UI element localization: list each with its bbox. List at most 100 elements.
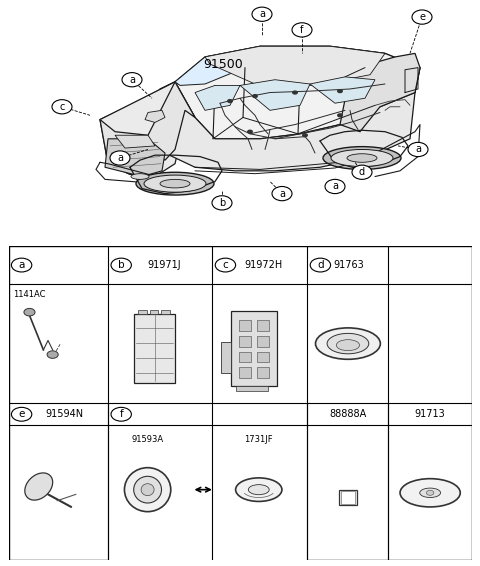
Ellipse shape <box>160 179 190 188</box>
Bar <box>339 490 357 505</box>
Ellipse shape <box>25 473 53 500</box>
Text: 91593A: 91593A <box>132 435 164 444</box>
Circle shape <box>110 151 130 165</box>
Polygon shape <box>145 110 165 122</box>
Text: e: e <box>419 12 425 22</box>
Circle shape <box>352 165 372 179</box>
Bar <box>257 367 269 378</box>
Text: a: a <box>415 144 421 155</box>
Ellipse shape <box>131 174 149 179</box>
Ellipse shape <box>347 154 377 162</box>
Polygon shape <box>175 46 420 139</box>
Bar <box>108 403 307 560</box>
Circle shape <box>47 351 58 358</box>
Bar <box>221 342 231 374</box>
Bar <box>257 351 269 362</box>
Ellipse shape <box>336 340 360 351</box>
Polygon shape <box>105 139 165 177</box>
Circle shape <box>252 94 258 98</box>
Text: 88888A: 88888A <box>329 409 367 419</box>
Ellipse shape <box>144 175 206 192</box>
Circle shape <box>111 408 132 421</box>
Text: 91713: 91713 <box>415 409 445 419</box>
Text: d: d <box>317 260 324 270</box>
Circle shape <box>212 196 232 210</box>
Text: a: a <box>332 182 338 191</box>
Polygon shape <box>115 135 155 148</box>
Polygon shape <box>100 82 195 177</box>
Polygon shape <box>310 77 375 103</box>
Polygon shape <box>175 46 260 85</box>
Bar <box>134 314 175 383</box>
Ellipse shape <box>315 328 380 359</box>
Circle shape <box>252 7 272 22</box>
Bar <box>240 367 252 378</box>
Polygon shape <box>155 82 415 171</box>
Ellipse shape <box>136 172 214 195</box>
Text: f: f <box>300 25 304 35</box>
Circle shape <box>227 99 233 103</box>
Text: c: c <box>60 102 65 112</box>
Polygon shape <box>100 82 195 174</box>
Circle shape <box>292 23 312 37</box>
Circle shape <box>111 258 132 272</box>
Bar <box>240 336 252 347</box>
Text: 1141AC: 1141AC <box>13 290 46 299</box>
Ellipse shape <box>141 484 154 496</box>
Bar <box>236 386 268 391</box>
Circle shape <box>408 143 428 157</box>
Text: 1731JF: 1731JF <box>244 435 273 444</box>
Circle shape <box>247 130 253 134</box>
Text: c: c <box>223 260 228 270</box>
Circle shape <box>52 100 72 114</box>
Circle shape <box>337 89 343 93</box>
Ellipse shape <box>236 478 282 501</box>
Circle shape <box>412 10 432 24</box>
Ellipse shape <box>420 488 441 498</box>
Ellipse shape <box>331 149 393 166</box>
Bar <box>150 310 158 314</box>
Ellipse shape <box>248 484 269 495</box>
Text: 91763: 91763 <box>334 260 364 270</box>
Circle shape <box>292 91 298 95</box>
Text: e: e <box>18 409 25 419</box>
Ellipse shape <box>124 468 171 512</box>
Text: f: f <box>120 409 123 419</box>
Polygon shape <box>340 53 420 132</box>
Bar <box>231 311 277 386</box>
Ellipse shape <box>134 477 161 503</box>
Bar <box>240 351 252 362</box>
Polygon shape <box>195 85 240 110</box>
Bar <box>161 310 170 314</box>
Circle shape <box>215 258 236 272</box>
Ellipse shape <box>400 479 460 507</box>
Bar <box>341 491 355 504</box>
Text: 91500: 91500 <box>203 58 243 71</box>
Ellipse shape <box>323 147 401 169</box>
Text: d: d <box>359 167 365 177</box>
Text: a: a <box>117 153 123 163</box>
Circle shape <box>337 113 343 118</box>
Bar <box>257 336 269 347</box>
Polygon shape <box>155 46 420 114</box>
Bar <box>257 320 269 331</box>
Circle shape <box>12 408 32 421</box>
Bar <box>240 320 252 331</box>
Text: a: a <box>259 9 265 19</box>
Polygon shape <box>240 80 310 110</box>
Circle shape <box>325 179 345 194</box>
Text: b: b <box>219 198 225 208</box>
Text: a: a <box>129 75 135 85</box>
Bar <box>138 310 147 314</box>
Text: b: b <box>118 260 124 270</box>
Text: 91971J: 91971J <box>147 260 180 270</box>
Text: 91972H: 91972H <box>244 260 283 270</box>
Circle shape <box>426 490 434 495</box>
Circle shape <box>272 186 292 201</box>
Text: a: a <box>18 260 25 270</box>
Circle shape <box>122 72 142 87</box>
Circle shape <box>302 133 308 138</box>
Polygon shape <box>100 82 190 135</box>
Circle shape <box>12 258 32 272</box>
Circle shape <box>310 258 331 272</box>
